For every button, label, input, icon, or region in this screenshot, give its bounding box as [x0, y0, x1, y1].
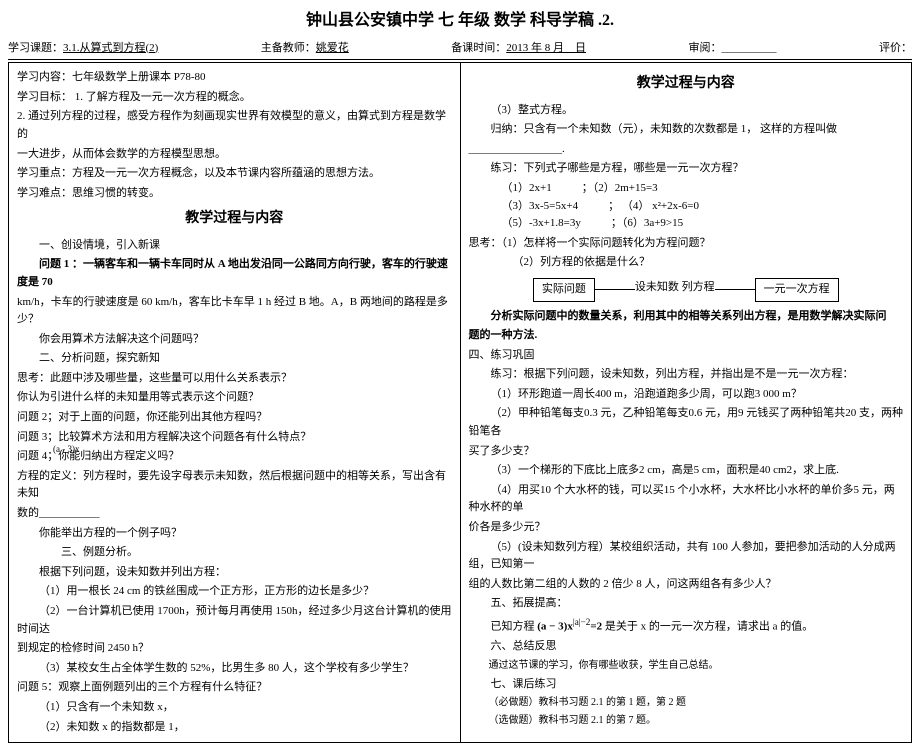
score-label: 评价： [879, 40, 912, 58]
text-line: 分析实际问题中的数量关系，利用其中的相等关系列出方程，是用数学解决实际问 [469, 308, 904, 326]
text-line: 五、拓展提高： [469, 595, 904, 613]
text-line: 你会用算术方法解决这个问题吗？ [17, 331, 452, 349]
text-line: 根据下列问题，设未知数并列出方程： [17, 564, 452, 582]
equation: ；（2）2m+15=3 [582, 180, 658, 198]
text-line: 2. 通过列方程的过程，感受方程作为刻画现实世界有效模型的意义，由算式到方程是数… [17, 108, 452, 143]
text-line: 三、例题分析。 [17, 544, 452, 562]
text-line: （2）甲种铅笔每支0.3 元，乙种铅笔每支0.6 元，用9 元钱买了两种铅笔共2… [469, 405, 904, 440]
text-line: 问题 5：观察上面例题列出的三个方程有什么特征？ [17, 679, 452, 697]
text-line: 练习：根据下列问题，设未知数，列出方程，并指出是不是一元一次方程： [469, 366, 904, 384]
text-line: （1）用一根长 24 cm 的铁丝围成一个正方形，正方形的边长是多少？ [17, 583, 452, 601]
course-label: 学习课题：3.1.从算式到方程(2) [8, 40, 158, 58]
section-title: 教学过程与内容 [469, 73, 904, 95]
text-line: 数的___________ [17, 505, 452, 523]
text-line: （2）列方程的依据是什么？ [469, 254, 904, 272]
text-line: (a - 3)x 问题 4；你能归纳出方程定义吗？ [17, 448, 452, 466]
content-columns: 学习内容：七年级数学上册课本 P78-80 学习目标： 1. 了解方程及一元一次… [8, 62, 912, 743]
text-line: （3）整式方程。 [469, 102, 904, 120]
header-row: 学习课题：3.1.从算式到方程(2) 主备教师：姚爱花 备课时间：2013 年 … [8, 40, 912, 61]
text-line: 买了多少支？ [469, 443, 904, 461]
main-title: 钟山县公安镇中学 七 年级 数学 科导学稿 .2. [8, 8, 912, 34]
text-line: （1）只含有一个未知数 x， [17, 699, 452, 717]
text-line: 到规定的检修时间 2450 h？ [17, 640, 452, 658]
text-line: 学习重点：方程及一元一次方程概念，以及本节课内容所蕴涵的思想方法。 [17, 165, 452, 183]
text-line: 问题 3；比较算术方法和用方程解决这个问题各有什么特点？ [17, 429, 452, 447]
text-line: （3）一个梯形的下底比上底多2 cm，高是5 cm，面积是40 cm2，求上底. [469, 462, 904, 480]
equation-row: （1）2x+1 ；（2）2m+15=3 [502, 180, 904, 198]
text-line: 练习：下列式子哪些是方程，哪些是一元一次方程？ [469, 160, 904, 178]
flow-diagram: 实际问题 设未知数 列方程 一元一次方程 [469, 278, 904, 302]
section-title: 教学过程与内容 [17, 208, 452, 230]
text-line: 学习目标： 1. 了解方程及一元一次方程的概念。 [17, 89, 452, 107]
equation: （5）-3x+1.8=3y [502, 215, 581, 233]
text-line: 一大进步，从而体会数学的方程模型思想。 [17, 146, 452, 164]
teacher-label: 主备教师：姚爱花 [261, 40, 349, 58]
flow-box: 实际问题 [533, 278, 595, 302]
text-line: （3）某校女生占全体学生数的 52%，比男生多 80 人，这个学校有多少学生？ [17, 660, 452, 678]
text-line: 七、课后练习 [469, 676, 904, 694]
text-line: 思考：此题中涉及哪些量，这些量可以用什么关系表示？ [17, 370, 452, 388]
text-line: （2）一台计算机已使用 1700h，预计每月再使用 150h，经过多少月这台计算… [17, 603, 452, 638]
text-line: （5）(设未知数列方程）某校组织活动，共有 100 人参加，要把参加活动的人分成… [469, 539, 904, 574]
text-line: 问题 1 ：一辆客车和一辆卡车同时从 A 地出发沿同一公路同方向行驶，客车的行驶… [17, 256, 452, 291]
text-line: 你认为引进什么样的未知量用等式表示这个问题？ [17, 389, 452, 407]
equation-row: （5）-3x+1.8=3y ；（6）3a+9>15 [502, 215, 904, 233]
left-column: 学习内容：七年级数学上册课本 P78-80 学习目标： 1. 了解方程及一元一次… [9, 63, 461, 742]
text-line: 组的人数比第二组的人数的 2 倍少 8 人，问这两组各有多少人？ [469, 576, 904, 594]
text-line: 六、总结反思 [469, 638, 904, 656]
text-line: （必做题）教科书习题 2.1 的第 1 题，第 2 题 [469, 695, 904, 711]
text-line: 归纳：只含有一个未知数（元），未知数的次数都是 1， 这样的方程叫做 [469, 121, 904, 139]
text-line: 学习难点：思维习惯的转变。 [17, 185, 452, 203]
text-line: 通过这节课的学习，你有哪些收获，学生自己总结。 [469, 658, 904, 674]
equation-row: （3）3x-5=5x+4 ； （4） x²+2x-6=0 [502, 198, 904, 216]
equation: （1）2x+1 [502, 180, 552, 198]
flow-box: 一元一次方程 [755, 278, 839, 302]
text-line: 已知方程 (a − 3)x|a|−2=2 是关于 x 的一元一次方程，请求出 a… [469, 615, 904, 636]
text-line: 二、分析问题，探究新知 [17, 350, 452, 368]
right-column: 教学过程与内容 （3）整式方程。 归纳：只含有一个未知数（元），未知数的次数都是… [461, 63, 912, 742]
text-line: （4）用买10 个大水杯的钱，可以买15 个小水杯，大水杯比小水杯的单价多5 元… [469, 482, 904, 517]
text-line: 价各是多少元？ [469, 519, 904, 537]
text-line: 题的一种方法. [469, 327, 904, 345]
equation: ； （4） x²+2x-6=0 [608, 198, 699, 216]
text-line: 学习内容：七年级数学上册课本 P78-80 [17, 69, 452, 87]
text-line: 问题 2；对于上面的问题，你还能列出其他方程吗？ [17, 409, 452, 427]
text-line: km/h，卡车的行驶速度是 60 km/h，客车比卡车早 1 h 经过 B 地。… [17, 294, 452, 329]
flow-label: 设未知数 列方程 [635, 279, 715, 297]
text-line: （2）未知数 x 的指数都是 1， [17, 719, 452, 737]
text-line: _________________. [469, 141, 904, 159]
text-line: （1）环形跑道一周长400 m，沿跑道跑多少周，可以跑3 000 m？ [469, 386, 904, 404]
time-label: 备课时间：2013 年 8 月__日 [451, 40, 586, 58]
text-line: 方程的定义：列方程时，要先设字母表示未知数，然后根据问题中的相等关系，写出含有未… [17, 468, 452, 503]
text-line: 你能举出方程的一个例子吗？ [17, 525, 452, 543]
text-line: （选做题）教科书习题 2.1 的第 7 题。 [469, 713, 904, 729]
text-line: 四、练习巩固 [469, 347, 904, 365]
text-line: 一、创设情境，引入新课 [17, 237, 452, 255]
equation: ；（6）3a+9>15 [611, 215, 683, 233]
review-label: 审阅：__________ [688, 40, 776, 58]
equation: （3）3x-5=5x+4 [502, 198, 579, 216]
text-line: 思考：（1）怎样将一个实际问题转化为方程问题？ [469, 235, 904, 253]
